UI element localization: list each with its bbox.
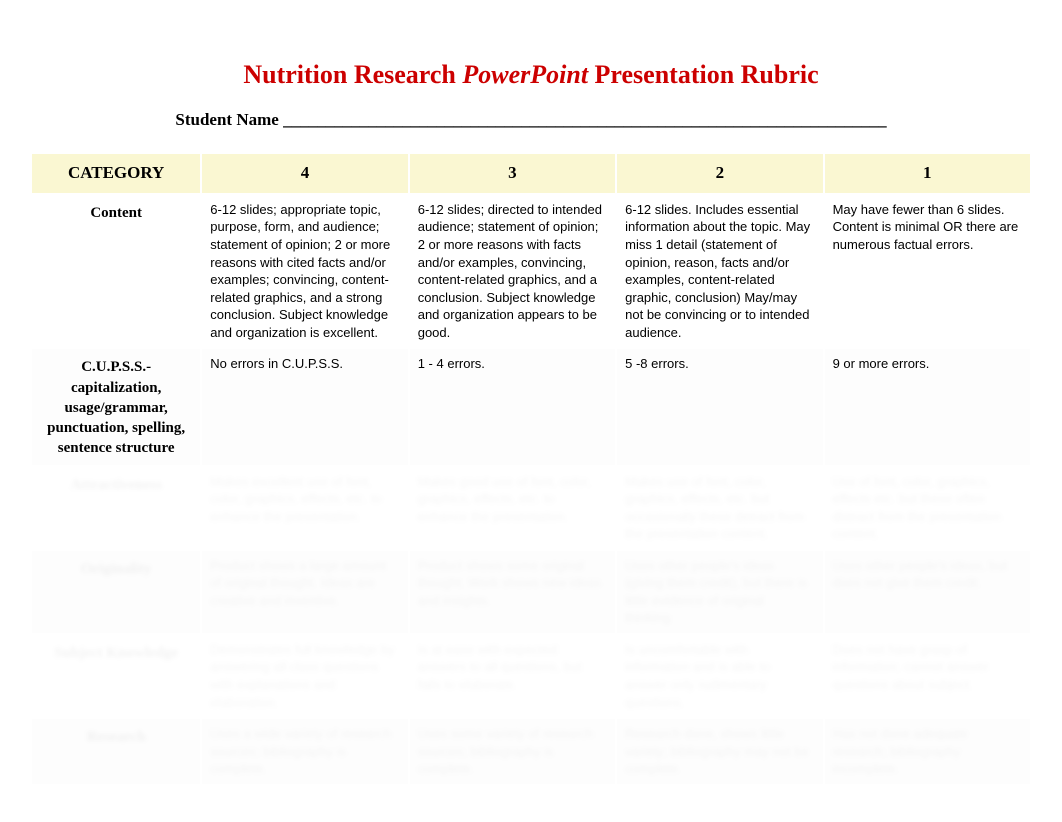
cell-score-3: 1 - 4 errors. [410, 349, 615, 464]
row-category: Content [32, 195, 200, 347]
table-row: Subject KnowledgeDemonstrates full knowl… [32, 635, 1030, 717]
row-category: Attractiveness [32, 467, 200, 549]
row-category: Research [32, 719, 200, 784]
cell-score-3: Makes good use of font, color, graphics,… [410, 467, 615, 549]
cell-score-2: 5 -8 errors. [617, 349, 822, 464]
cell-score-1: 9 or more errors. [825, 349, 1030, 464]
table-row: ResearchUses a wide variety of research … [32, 719, 1030, 784]
cell-score-3: Is at ease with expected answers to all … [410, 635, 615, 717]
cell-score-2: Uses other people's ideas (giving them c… [617, 551, 822, 633]
header-row: CATEGORY 4 3 2 1 [32, 154, 1030, 193]
cell-score-3: Product shows some original thought. Wor… [410, 551, 615, 633]
row-category: Subject Knowledge [32, 635, 200, 717]
cell-score-3: Uses some variety of research sources; b… [410, 719, 615, 784]
table-row: Content6-12 slides; appropriate topic, p… [32, 195, 1030, 347]
header-score-4: 4 [202, 154, 407, 193]
table-row: AttractivenessMakes excellent use of fon… [32, 467, 1030, 549]
cell-score-1: Does not have grasp of information; cann… [825, 635, 1030, 717]
cell-score-1: May have fewer than 6 slides. Content is… [825, 195, 1030, 347]
cell-score-2: Is uncomfortable with information and is… [617, 635, 822, 717]
header-score-3: 3 [410, 154, 615, 193]
title-part1: Nutrition Research [243, 60, 462, 89]
student-name-line: Student Name ___________________________… [30, 110, 1032, 130]
cell-score-1: Has not done adequate research; bibliogr… [825, 719, 1030, 784]
row-category: C.U.P.S.S.- capitalization, usage/gramma… [32, 349, 200, 464]
cell-score-1: Use of font, color, graphics, effects et… [825, 467, 1030, 549]
cell-score-4: Product shows a large amount of original… [202, 551, 407, 633]
cell-score-4: No errors in C.U.P.S.S. [202, 349, 407, 464]
rubric-table: CATEGORY 4 3 2 1 Content6-12 slides; app… [30, 152, 1032, 786]
cell-score-4: Makes excellent use of font, color, grap… [202, 467, 407, 549]
header-score-2: 2 [617, 154, 822, 193]
header-category: CATEGORY [32, 154, 200, 193]
cell-score-2: 6-12 slides. Includes essential informat… [617, 195, 822, 347]
table-row: C.U.P.S.S.- capitalization, usage/gramma… [32, 349, 1030, 464]
title-part2: Presentation Rubric [588, 60, 819, 89]
cell-score-2: Research done, shows little variety; bib… [617, 719, 822, 784]
cell-score-2: Makes use of font, color, graphics, effe… [617, 467, 822, 549]
cell-score-3: 6-12 slides; directed to intended audien… [410, 195, 615, 347]
cell-score-4: Demonstrates full knowledge by answering… [202, 635, 407, 717]
page-title: Nutrition Research PowerPoint Presentati… [30, 60, 1032, 90]
table-row: OriginalityProduct shows a large amount … [32, 551, 1030, 633]
header-score-1: 1 [825, 154, 1030, 193]
cell-score-4: 6-12 slides; appropriate topic, purpose,… [202, 195, 407, 347]
cell-score-4: Uses a wide variety of research sources;… [202, 719, 407, 784]
cell-score-1: Uses other people's ideas, but does not … [825, 551, 1030, 633]
title-emphasis: PowerPoint [462, 60, 588, 89]
row-category: Originality [32, 551, 200, 633]
